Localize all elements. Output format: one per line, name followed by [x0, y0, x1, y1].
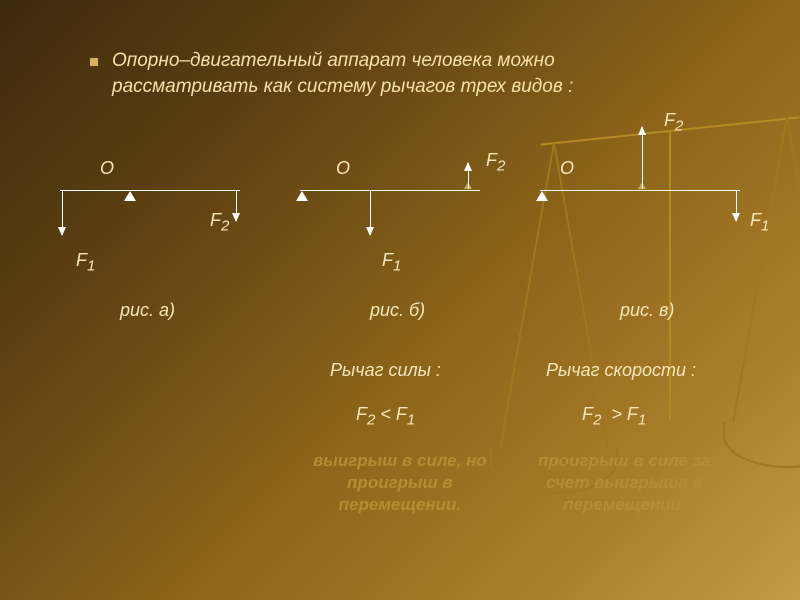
scale-cord	[553, 143, 609, 449]
speed-note-l3: перемещении.	[563, 495, 685, 514]
lever-c-F1-label: F1	[750, 210, 769, 235]
lever-a-F1-arrow	[62, 191, 63, 235]
slide-title: Опорно–двигательный аппарат человека мож…	[112, 48, 573, 99]
lever-c-F2-arrow	[642, 127, 643, 189]
force-lever-formula: F2 < F1	[356, 404, 415, 429]
force-note-l1: выигрыш в силе, но	[313, 451, 487, 470]
lever-a-fulcrum	[124, 191, 136, 201]
lever-c-caption: рис. в)	[620, 300, 674, 321]
lever-b-F1-arrow	[370, 191, 371, 235]
lever-b-O: O	[336, 158, 350, 179]
lever-a-bar	[60, 190, 240, 191]
lever-a-F1-label: F1	[76, 250, 95, 275]
lever-a-F2-label: F2	[210, 210, 229, 235]
force-note-l2: проигрыш в	[347, 473, 453, 492]
lever-a-F2-arrow	[236, 191, 237, 221]
force-note-l3: перемещении.	[339, 495, 461, 514]
scale-pan-right	[723, 422, 800, 468]
lever-c-F1-arrow	[736, 191, 737, 221]
lever-b-F2-arrow	[468, 163, 469, 189]
title-line2: рассматривать как систему рычагов трех в…	[112, 76, 573, 97]
speed-lever-heading: Рычаг скорости :	[546, 360, 696, 381]
title-line1: Опорно–двигательный аппарат человека мож…	[112, 50, 555, 71]
lever-b-fulcrum	[296, 191, 308, 201]
lever-c-O: O	[560, 158, 574, 179]
scale-cord	[786, 117, 800, 423]
lever-b-F1-label: F1	[382, 250, 401, 275]
force-lever-heading: Рычаг силы :	[330, 360, 441, 381]
force-lever-note: выигрыш в силе, но проигрыш в перемещени…	[313, 450, 487, 516]
lever-c-F2-label: F2	[664, 110, 683, 135]
lever-b-caption: рис. б)	[370, 300, 425, 321]
lever-c-bar	[540, 190, 740, 191]
bullet-icon	[90, 58, 98, 66]
speed-lever-note: проигрыш в силе за счет выигрыша в перем…	[538, 450, 711, 516]
speed-note-l2: счет выигрыша в	[546, 473, 703, 492]
lever-c-fulcrum	[536, 191, 548, 201]
lever-b-F2-label: F2	[486, 150, 505, 175]
scale-cord	[732, 117, 788, 423]
speed-note-l1: проигрыш в силе за	[538, 451, 711, 470]
slide-stage: Опорно–двигательный аппарат человека мож…	[0, 0, 800, 600]
scale-cord	[499, 143, 555, 449]
speed-lever-formula: F2 > F1	[582, 404, 646, 429]
lever-a-O: O	[100, 158, 114, 179]
lever-b-bar	[300, 190, 480, 191]
lever-a-caption: рис. а)	[120, 300, 175, 321]
